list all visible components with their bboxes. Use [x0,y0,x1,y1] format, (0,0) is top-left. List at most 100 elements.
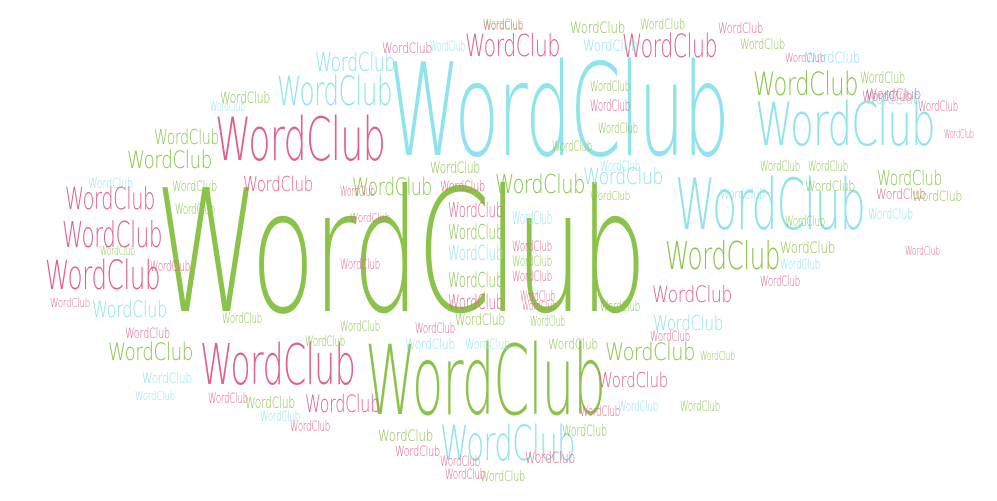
word-cloud-word: WordClub [622,27,718,65]
word-cloud-word: WordClub [570,18,625,37]
word-cloud-word: WordClub [780,238,835,257]
word-cloud-word: WordClub [640,17,685,33]
word-cloud-word: WordClub [483,17,524,33]
word-cloud-word: WordClub [92,298,167,323]
word-cloud-word: WordClub [680,399,721,415]
word-cloud-word: WordClub [352,173,432,201]
word-cloud-word: WordClub [512,269,553,285]
word-cloud-word: WordClub [395,444,440,460]
word-cloud-word: WordClub [430,158,480,177]
word-cloud-word: WordClub [340,257,381,273]
word-cloud-word: WordClub [200,333,356,398]
word-cloud-word: WordClub [944,127,974,141]
word-cloud-word: WordClub [760,274,801,290]
word-cloud-word: WordClub [277,69,393,115]
word-cloud-word: WordClub [142,371,192,387]
word-cloud-word: WordClub [650,329,691,345]
word-cloud-word: WordClub [562,421,607,440]
word-cloud-word: WordClub [785,51,825,65]
word-cloud-word: WordClub [866,87,922,103]
word-cloud-word: WordClub [440,454,481,470]
word-cloud-word: WordClub [305,334,346,350]
word-cloud-word: WordClub [905,244,941,258]
word-cloud-word: WordClub [448,220,504,244]
word-cloud-word: WordClub [455,310,505,329]
word-cloud-word: WordClub [465,29,560,64]
word-cloud-word: WordClub [440,179,485,195]
word-cloud-word: WordClub [700,349,736,363]
word-cloud-word: WordClub [652,283,732,308]
word-cloud-word: WordClub [305,390,380,418]
word-cloud-word: WordClub [382,41,432,57]
word-cloud-word: WordClub [135,389,175,403]
word-cloud-word: WordClub [88,176,133,192]
word-cloud-word: WordClub [150,259,191,275]
word-cloud-word: WordClub [598,121,639,137]
word-cloud-word: WordClub [448,290,504,314]
word-cloud-word: WordClub [600,299,641,315]
word-cloud-word: WordClub [740,37,785,53]
word-cloud-word: WordClub [222,311,263,327]
word-cloud-word: WordClub [172,179,217,195]
word-cloud-word: WordClub [220,88,270,107]
word-cloud-word: WordClub [365,325,606,437]
word-cloud-word: WordClub [530,314,565,330]
word-cloud-word: WordClub [583,36,638,55]
word-cloud-word: WordClub [430,39,465,55]
word-cloud-word: WordClub [350,211,390,225]
word-cloud-word: WordClub [653,311,724,335]
word-cloud-word: WordClub [868,207,913,223]
word-cloud-word: WordClub [618,399,659,415]
word-cloud-word: WordClub [512,239,553,255]
word-cloud-word: WordClub [522,299,558,313]
word-cloud-word: WordClub [260,409,301,425]
word-cloud-word: WordClub [448,198,504,222]
word-cloud-word: WordClub [862,89,912,105]
word-cloud-word: WordClub [590,96,630,115]
word-cloud-word: WordClub [918,99,959,115]
word-cloud-word: WordClub [525,448,575,467]
word-cloud-word: WordClub [718,21,763,37]
word-cloud-word: WordClub [208,391,249,407]
word-cloud-word: WordClub [598,368,669,392]
word-cloud-word: WordClub [590,189,630,203]
word-cloud-word: WordClub [415,321,456,337]
word-cloud-word: WordClub [583,165,663,190]
word-cloud-word: WordClub [100,244,136,258]
word-cloud-word: WordClub [215,105,386,175]
word-cloud-word: WordClub [448,268,504,292]
word-cloud-word: WordClub [62,215,163,256]
word-cloud-word: WordClub [876,187,926,203]
word-cloud-word: WordClub [552,139,593,155]
word-cloud-word: WordClub [600,159,641,175]
word-cloud-word: WordClub [50,296,90,310]
word-cloud-word: WordClub [440,416,576,472]
word-cloud-word: WordClub [154,125,219,149]
word-cloud-word: WordClub [753,65,859,103]
word-cloud-word: WordClub [605,338,696,366]
word-cloud-word: WordClub [315,48,396,78]
word-cloud-word: WordClub [805,48,860,67]
word-cloud-word: WordClub [483,19,523,33]
word-cloud-word: WordClub [378,426,433,445]
word-cloud-word: WordClub [808,159,849,175]
word-cloud-word: WordClub [155,154,647,352]
word-cloud-word: WordClub [785,214,826,230]
word-cloud-word: WordClub [580,404,621,420]
word-cloud-word: WordClub [548,337,598,353]
word-cloud-word: WordClub [805,179,855,195]
word-cloud-word: WordClub [340,184,375,200]
word-cloud-word: WordClub [865,88,920,109]
word-cloud-word: WordClub [45,253,161,299]
word-cloud-word: WordClub [780,257,821,273]
word-cloud-word: WordClub [860,68,905,87]
word-cloud-word: WordClub [520,289,555,305]
word-cloud-word: WordClub [512,254,553,270]
word-cloud-word: WordClub [290,419,331,435]
word-cloud-word: WordClub [465,337,510,353]
word-cloud-word: WordClub [340,319,381,335]
word-cloud-word: WordClub [388,37,730,186]
word-cloud-word: WordClub [108,338,194,366]
word-cloud-word: WordClub [210,99,245,115]
